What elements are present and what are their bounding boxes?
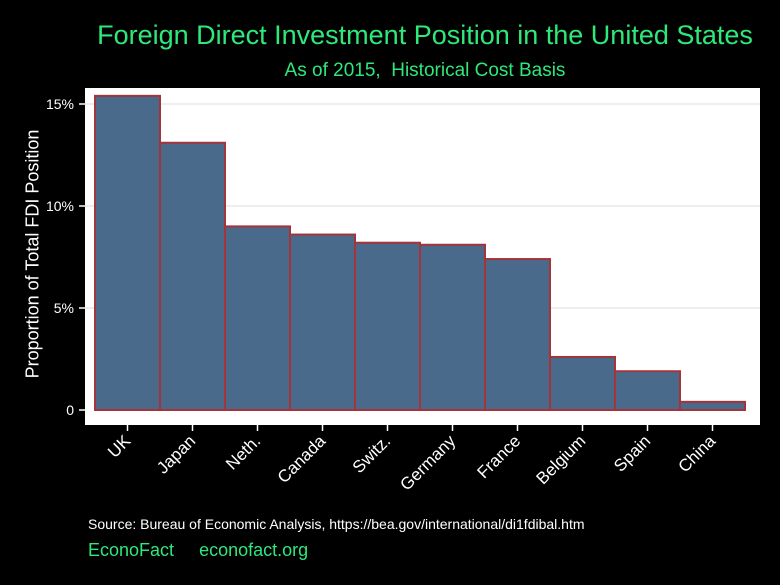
- x-tick-label: Neth.: [222, 431, 264, 473]
- chart-title: Foreign Direct Investment Position in th…: [97, 20, 753, 50]
- bar-uk: [94, 94, 161, 411]
- x-axis-labels: UK Japan Neth. Canada Switz. Germany France Bel…: [104, 425, 720, 494]
- y-tick-label: 5%: [54, 300, 74, 316]
- bar-germany: [419, 243, 486, 411]
- x-tick-label: Canada: [274, 431, 330, 487]
- bar-china: [679, 400, 746, 411]
- bar-canada: [289, 233, 356, 411]
- bars: [94, 94, 746, 412]
- brand-name: EconoFact: [88, 540, 175, 560]
- x-tick-label: UK: [104, 431, 135, 462]
- y-axis: 0 5% 10% 15%: [46, 96, 85, 418]
- bar-switz: [354, 241, 421, 411]
- x-tick-label: Germany: [396, 431, 459, 494]
- bar-japan: [159, 141, 226, 411]
- x-tick-label: Switz.: [349, 431, 394, 476]
- source-note: Source: Bureau of Economic Analysis, htt…: [88, 516, 585, 532]
- x-tick-label: Spain: [610, 431, 654, 475]
- bar-neth: [224, 225, 291, 411]
- x-tick-label: France: [473, 431, 524, 482]
- y-tick-label: 15%: [46, 96, 74, 112]
- chart-subtitle: As of 2015, Historical Cost Basis: [284, 60, 566, 81]
- bar-france: [484, 258, 551, 412]
- y-tick-label: 10%: [46, 198, 74, 214]
- site-name: econofact.org: [199, 540, 309, 560]
- x-tick-label: China: [674, 431, 719, 476]
- x-tick-label: Belgium: [532, 431, 589, 488]
- footer: EconoFact econofact.org: [88, 540, 328, 561]
- x-tick-label: Japan: [153, 431, 199, 477]
- bar-belgium: [549, 355, 616, 411]
- y-tick-label: 0: [66, 402, 74, 418]
- bar-spain: [614, 370, 681, 411]
